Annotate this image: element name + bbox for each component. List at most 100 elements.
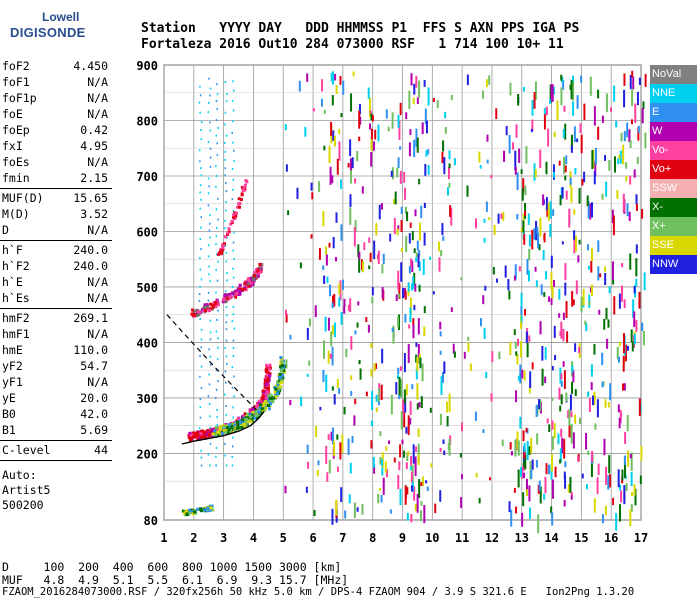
- param-value: N/A: [87, 275, 108, 289]
- noise-echo: [331, 302, 334, 309]
- legend-item-xplus: X+: [650, 217, 697, 236]
- noise-echo: [447, 187, 450, 196]
- noise-echo: [395, 382, 398, 395]
- noise-echo: [326, 472, 329, 482]
- noise-echo: [323, 109, 326, 114]
- cyan-echo: [200, 167, 202, 170]
- trace-echo: [236, 417, 240, 421]
- noise-echo: [601, 381, 604, 388]
- noise-echo: [289, 399, 292, 406]
- noise-echo: [574, 389, 577, 397]
- cyan-echo: [215, 165, 217, 168]
- noise-echo: [353, 502, 356, 518]
- param-name: h`F2: [2, 259, 30, 273]
- trace-echo: [252, 274, 256, 278]
- noise-echo: [434, 503, 437, 514]
- noise-echo: [385, 109, 388, 119]
- cyan-echo: [232, 141, 234, 144]
- noise-echo: [396, 228, 399, 236]
- trace-echo: [251, 282, 255, 286]
- noise-echo: [570, 424, 573, 444]
- noise-echo: [407, 344, 410, 364]
- noise-echo: [526, 489, 529, 497]
- noise-echo: [349, 139, 352, 157]
- noise-echo: [510, 509, 513, 527]
- trace-echo: [192, 431, 196, 435]
- footer-muf-row: MUF 4.8 4.9 5.1 5.5 6.1 6.9 9.3 15.7 [MH…: [2, 573, 349, 587]
- noise-echo: [593, 343, 596, 355]
- cyan-echo: [199, 257, 201, 260]
- noise-echo: [558, 313, 561, 318]
- cyan-echo: [217, 346, 219, 349]
- noise-echo: [531, 459, 534, 470]
- noise-echo: [327, 434, 330, 441]
- noise-echo: [447, 167, 450, 180]
- noise-echo: [404, 206, 407, 214]
- noise-echo: [616, 189, 619, 199]
- x-tick-label: 8: [369, 531, 376, 545]
- cyan-echo: [232, 241, 235, 244]
- param-name: foEp: [2, 123, 30, 137]
- cyan-echo: [208, 415, 211, 418]
- cyan-echo: [207, 244, 210, 247]
- cyan-echo: [198, 101, 201, 104]
- noise-echo: [591, 451, 594, 463]
- noise-echo: [593, 394, 596, 399]
- noise-echo: [446, 416, 449, 427]
- trace-echo: [196, 437, 200, 441]
- x-tick-label: 9: [399, 531, 406, 545]
- noise-echo: [424, 108, 427, 125]
- noise-echo: [372, 457, 375, 468]
- noise-echo: [407, 415, 410, 436]
- noise-echo: [322, 211, 325, 227]
- noise-echo: [497, 213, 500, 224]
- noise-echo: [397, 474, 400, 490]
- cyan-echo: [231, 285, 234, 288]
- noise-echo: [340, 224, 343, 241]
- polarization-legend: NoVal NNE E W Vo- Vo+ SSW X- X+ SSE NNW: [650, 65, 697, 274]
- trace-echo: [240, 425, 244, 429]
- noise-echo: [416, 493, 419, 513]
- noise-echo: [328, 145, 331, 164]
- trace-echo: [243, 424, 247, 428]
- trace-echo: [244, 288, 248, 292]
- cyan-echo: [224, 346, 226, 349]
- noise-echo: [514, 166, 517, 175]
- noise-echo: [564, 165, 567, 173]
- noise-echo: [331, 295, 334, 304]
- trace-echo: [255, 406, 259, 410]
- noise-echo: [534, 169, 537, 178]
- noise-echo: [547, 202, 550, 221]
- noise-echo: [398, 376, 401, 397]
- param-value: N/A: [87, 75, 108, 89]
- trace-echo: [248, 282, 252, 286]
- noise-echo: [403, 389, 406, 404]
- x-tick-label: 11: [455, 531, 469, 545]
- noise-echo: [635, 244, 638, 254]
- noise-echo: [530, 437, 533, 454]
- noise-echo: [285, 359, 288, 369]
- cyan-echo: [215, 396, 217, 399]
- noise-echo: [404, 290, 407, 300]
- noise-echo: [336, 466, 339, 472]
- noise-echo: [496, 278, 499, 283]
- noise-echo: [525, 145, 528, 164]
- cyan-echo: [209, 280, 211, 283]
- noise-echo: [389, 233, 392, 242]
- cyan-echo: [200, 328, 203, 331]
- noise-echo: [398, 282, 401, 300]
- noise-echo: [329, 353, 332, 359]
- noise-echo: [308, 360, 311, 366]
- noise-echo: [418, 250, 421, 257]
- noise-echo: [538, 399, 541, 410]
- noise-echo: [573, 239, 576, 248]
- noise-echo: [368, 123, 371, 130]
- noise-echo: [641, 322, 644, 331]
- noise-echo: [583, 171, 586, 183]
- noise-echo: [493, 224, 496, 236]
- trace-echo: [226, 231, 230, 235]
- noise-echo: [382, 253, 385, 265]
- trace-echo: [191, 312, 195, 316]
- cyan-echo: [199, 285, 201, 288]
- noise-echo: [533, 228, 536, 240]
